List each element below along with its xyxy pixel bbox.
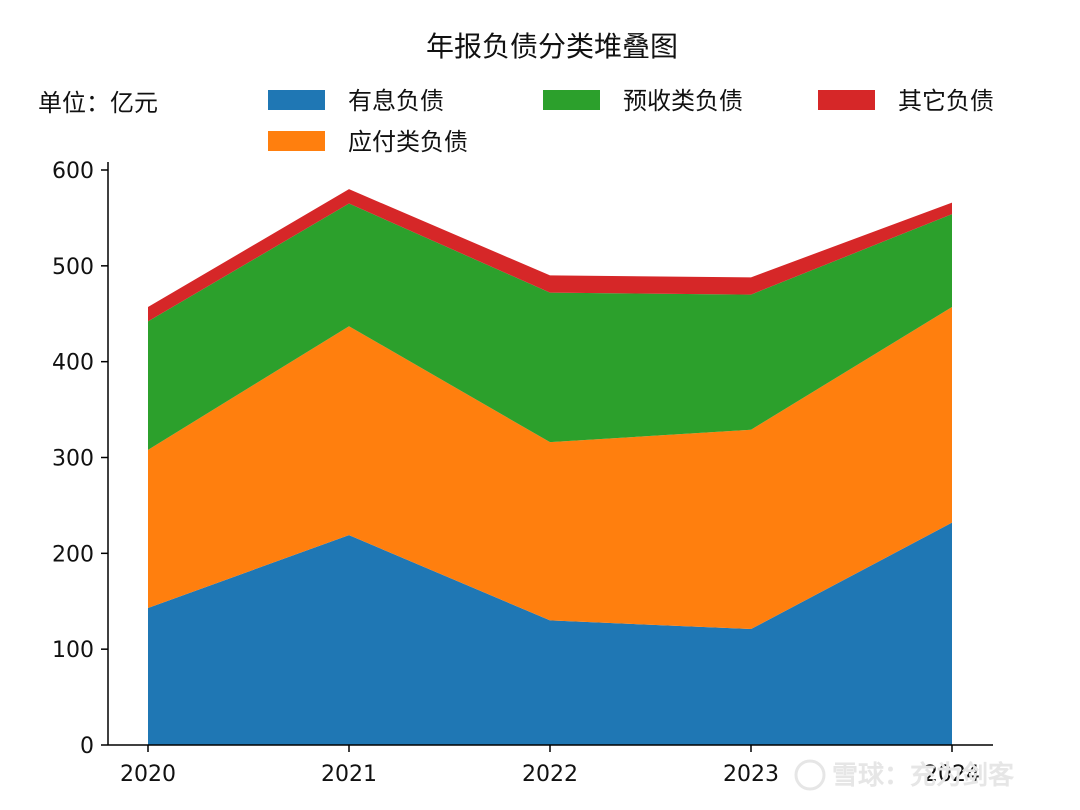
legend-swatch-1 <box>268 90 325 110</box>
legend-swatch-4 <box>818 90 875 110</box>
watermark-logo-icon <box>794 759 826 791</box>
y-tick-label-0: 0 <box>80 734 94 759</box>
x-tick-label-2020: 2020 <box>120 762 176 787</box>
area-series-3 <box>148 203 952 450</box>
legend-label-2: 应付类负债 <box>348 128 468 156</box>
watermark: 雪球：充为剑客 <box>794 759 1015 791</box>
y-tick-label-400: 400 <box>52 351 94 376</box>
area-layers <box>148 189 952 745</box>
legend-label-4: 其它负债 <box>898 87 994 115</box>
x-tick-label-2021: 2021 <box>321 762 377 787</box>
y-tick-label-600: 600 <box>52 159 94 184</box>
legend-label-1: 有息负债 <box>348 87 444 115</box>
area-series-4 <box>148 189 952 322</box>
x-tick-label-2022: 2022 <box>522 762 578 787</box>
legend-label-3: 预收类负债 <box>623 87 743 115</box>
axes: 0 100 200 300 400 500 600 2020 2021 2022 2023 2024 <box>52 159 993 787</box>
area-series-2 <box>148 307 952 630</box>
legend-swatch-2 <box>268 131 325 151</box>
y-tick-label-300: 300 <box>52 447 94 472</box>
unit-label: 单位：亿元 <box>38 89 158 117</box>
area-series-1 <box>148 522 952 745</box>
legend-swatch-3 <box>543 90 600 110</box>
watermark-text: 雪球：充为剑客 <box>832 760 1015 791</box>
y-tick-label-100: 100 <box>52 638 94 663</box>
y-tick-label-500: 500 <box>52 255 94 280</box>
x-tick-label-2023: 2023 <box>723 762 779 787</box>
y-tick-label-200: 200 <box>52 542 94 567</box>
chart-title: 年报负债分类堆叠图 <box>426 30 678 63</box>
x-tick-label-2024: 2024 <box>924 762 980 787</box>
